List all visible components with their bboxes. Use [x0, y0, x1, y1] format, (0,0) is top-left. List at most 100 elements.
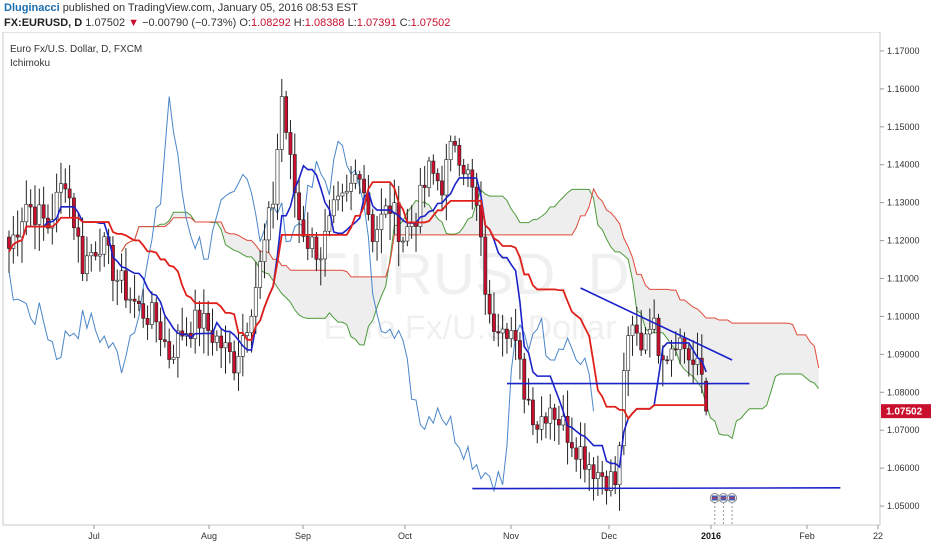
candle [93, 241, 98, 261]
candle [141, 288, 146, 328]
candle-body [85, 255, 89, 275]
candle [80, 217, 85, 282]
candle-body [496, 331, 501, 334]
candle-body [639, 332, 644, 351]
candle-body [266, 207, 271, 241]
candle [266, 201, 271, 253]
candle [288, 120, 293, 180]
candle [279, 78, 284, 163]
candle [20, 207, 24, 263]
candle-body [323, 230, 327, 260]
candle [405, 208, 410, 247]
candle-body [171, 356, 176, 360]
candle-body [574, 447, 579, 460]
time-axis[interactable]: Jul Aug Sep Oct Nov Dec 2016 Feb 22 [88, 525, 883, 541]
ichimoku-spans [121, 187, 820, 440]
candle [149, 291, 154, 329]
candle [323, 208, 327, 277]
candle-body [600, 472, 605, 477]
candle [245, 322, 250, 353]
price-change: −0.00790 (−0.73%) [142, 17, 237, 29]
price-axis[interactable]: 1.17000 1.16000 1.15000 1.14000 1.13000 1.120… [880, 46, 920, 511]
candle-body [487, 293, 492, 315]
author-link[interactable]: Dluginacci [4, 2, 60, 14]
candle [193, 289, 198, 354]
candle [513, 308, 518, 361]
x-tick-label: Dec [601, 531, 618, 541]
candle [72, 192, 76, 240]
candle-body [587, 464, 592, 470]
candle-body [634, 324, 639, 334]
candle [111, 236, 115, 302]
y-tick-label: 1.05000 [887, 501, 920, 511]
candle-body [565, 416, 570, 443]
candle [85, 236, 89, 282]
candle [362, 164, 366, 197]
candle [344, 174, 349, 202]
candle-body [483, 236, 488, 295]
lagging-span [8, 96, 595, 493]
candle [401, 236, 405, 253]
candle-body [162, 339, 167, 342]
candle-body [704, 380, 709, 412]
candle [608, 459, 613, 497]
candle-body [500, 328, 505, 334]
candle-body [33, 206, 37, 225]
candle-body [691, 359, 696, 365]
candle-body [119, 270, 124, 281]
candle [483, 225, 488, 315]
candle [63, 168, 68, 203]
candle-body [669, 348, 674, 361]
candle [115, 269, 120, 305]
candle [353, 159, 358, 190]
candle-body [435, 173, 440, 182]
candle [531, 387, 535, 436]
candle [630, 315, 635, 356]
candle-body [448, 141, 453, 160]
open-value: 1.08292 [250, 17, 291, 29]
candle-body [301, 219, 306, 237]
symbol-line: FX:EURUSD, D 1.07502 ▼ −0.00790 (−0.73%)… [4, 17, 450, 29]
candle [162, 315, 167, 348]
candle [435, 168, 440, 191]
candle-body [544, 416, 548, 424]
candle [284, 90, 289, 140]
candle-body [422, 184, 427, 188]
candle [249, 309, 254, 353]
candle [128, 287, 133, 314]
candle [145, 305, 150, 340]
candle-body [396, 202, 401, 242]
candle [154, 297, 159, 343]
close-label: C: [399, 17, 411, 29]
candle-body [418, 184, 423, 227]
candle [505, 322, 509, 354]
candle-body [678, 337, 683, 350]
candle-body [370, 214, 375, 242]
indicator-label: Ichimoku [10, 58, 50, 69]
candle [669, 339, 674, 377]
plot-area[interactable] [2, 32, 881, 526]
candle [634, 306, 639, 346]
y-tick-label: 1.12000 [887, 236, 920, 246]
candle-body [582, 446, 587, 470]
candle-body [466, 169, 470, 175]
y-tick-label: 1.09000 [887, 349, 920, 359]
candle [171, 344, 176, 365]
candle-body [98, 253, 102, 257]
y-tick-label: 1.07000 [887, 425, 920, 435]
candle [28, 189, 33, 227]
candle-body [626, 335, 631, 371]
candle-body [201, 313, 206, 329]
y-tick-label: 1.11000 [887, 274, 919, 284]
candle-body [453, 141, 457, 146]
candle-body [72, 197, 76, 229]
lagging-span-line [8, 96, 595, 493]
candle-body [518, 340, 522, 360]
candle-body [427, 160, 431, 188]
candle-body [604, 476, 609, 491]
candle-body [595, 472, 600, 480]
candle [258, 250, 263, 299]
candle-body [76, 227, 81, 237]
candle-body [7, 236, 11, 249]
